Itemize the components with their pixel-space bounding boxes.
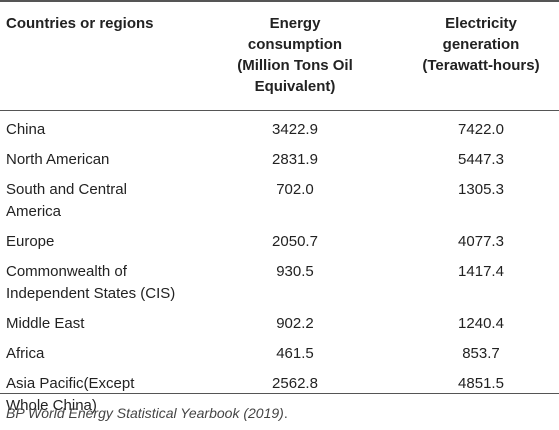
electricity-generation-cell: 7422.0 <box>458 121 504 138</box>
region-name-line: China <box>6 121 46 138</box>
header-energy-line: (Million Tons Oil <box>237 57 353 74</box>
region-name-line: Independent States (CIS) <box>6 285 176 302</box>
energy-consumption-cell: 902.2 <box>276 315 314 332</box>
region-name-line: Africa <box>6 345 45 362</box>
table-row: China 3422.9 7422.0 <box>0 119 559 141</box>
source-footnote: BP World Energy Statistical Yearbook (20… <box>6 404 288 422</box>
region-name-cell: Africa <box>6 343 211 365</box>
header-countries: Countries or regions <box>6 13 246 34</box>
table-bottom-rule <box>0 393 559 394</box>
energy-consumption-cell: 702.0 <box>276 181 314 198</box>
table-header-rule <box>0 110 559 111</box>
region-name-cell: China <box>6 119 211 141</box>
region-name-cell: South and Central America <box>6 179 211 223</box>
electricity-generation-cell: 5447.3 <box>458 151 504 168</box>
header-countries-label: Countries or regions <box>6 15 154 32</box>
region-name-line: America <box>6 203 62 220</box>
electricity-generation-cell: 1305.3 <box>458 181 504 198</box>
header-electricity-line: Electricity <box>445 15 517 32</box>
region-name-line: Whole China) <box>6 397 97 414</box>
table-row: Africa 461.5 853.7 <box>0 343 559 365</box>
table-row: South and Central America 702.0 1305.3 <box>0 179 559 223</box>
header-energy-line: Energy <box>269 15 321 32</box>
header-electricity-line: (Terawatt-hours) <box>422 57 540 74</box>
table-row: Asia Pacific(Except Whole China) 2562.8 485… <box>0 373 559 417</box>
table-body: China 3422.9 7422.0 North American 2831.9 544… <box>0 119 559 425</box>
electricity-generation-cell: 4077.3 <box>458 233 504 250</box>
region-name-line: North American <box>6 151 110 168</box>
region-name-cell: North American <box>6 149 211 171</box>
electricity-generation-cell: 1240.4 <box>458 315 504 332</box>
source-citation: BP World Energy Statistical Yearbook (20… <box>6 405 284 421</box>
electricity-generation-cell: 4851.5 <box>458 375 504 392</box>
region-name-cell: Commonwealth of Independent States (CIS) <box>6 261 211 305</box>
table-row: Europe 2050.7 4077.3 <box>0 231 559 253</box>
region-name-line: Commonwealth of <box>6 263 127 280</box>
table-top-rule <box>0 0 559 2</box>
header-electricity-generation: Electricity generation (Terawatt-hours) <box>408 13 554 76</box>
region-name-cell: Middle East <box>6 313 211 335</box>
region-name-line: South and Central <box>6 181 127 198</box>
electricity-generation-cell: 853.7 <box>462 345 500 362</box>
source-period: . <box>283 405 288 421</box>
header-energy-consumption: Energy consumption (Million Tons Oil Equ… <box>222 13 368 97</box>
table-row: Commonwealth of Independent States (CIS) 9… <box>0 261 559 305</box>
energy-consumption-cell: 3422.9 <box>272 121 318 138</box>
energy-consumption-cell: 2831.9 <box>272 151 318 168</box>
electricity-generation-cell: 1417.4 <box>458 263 504 280</box>
table-row: North American 2831.9 5447.3 <box>0 149 559 171</box>
energy-consumption-cell: 2562.8 <box>272 375 318 392</box>
table-row: Middle East 902.2 1240.4 <box>0 313 559 335</box>
header-energy-line: consumption <box>247 36 343 53</box>
header-electricity-line: generation <box>442 36 520 53</box>
region-name-cell: Asia Pacific(Except Whole China) <box>6 373 211 417</box>
energy-consumption-cell: 461.5 <box>276 345 314 362</box>
region-name-cell: Europe <box>6 231 211 253</box>
header-energy-line: Equivalent) <box>254 78 336 95</box>
energy-consumption-cell: 2050.7 <box>272 233 318 250</box>
energy-consumption-cell: 930.5 <box>276 263 314 280</box>
region-name-line: Asia Pacific(Except <box>6 375 135 392</box>
region-name-line: Europe <box>6 233 55 250</box>
region-name-line: Middle East <box>6 315 85 332</box>
